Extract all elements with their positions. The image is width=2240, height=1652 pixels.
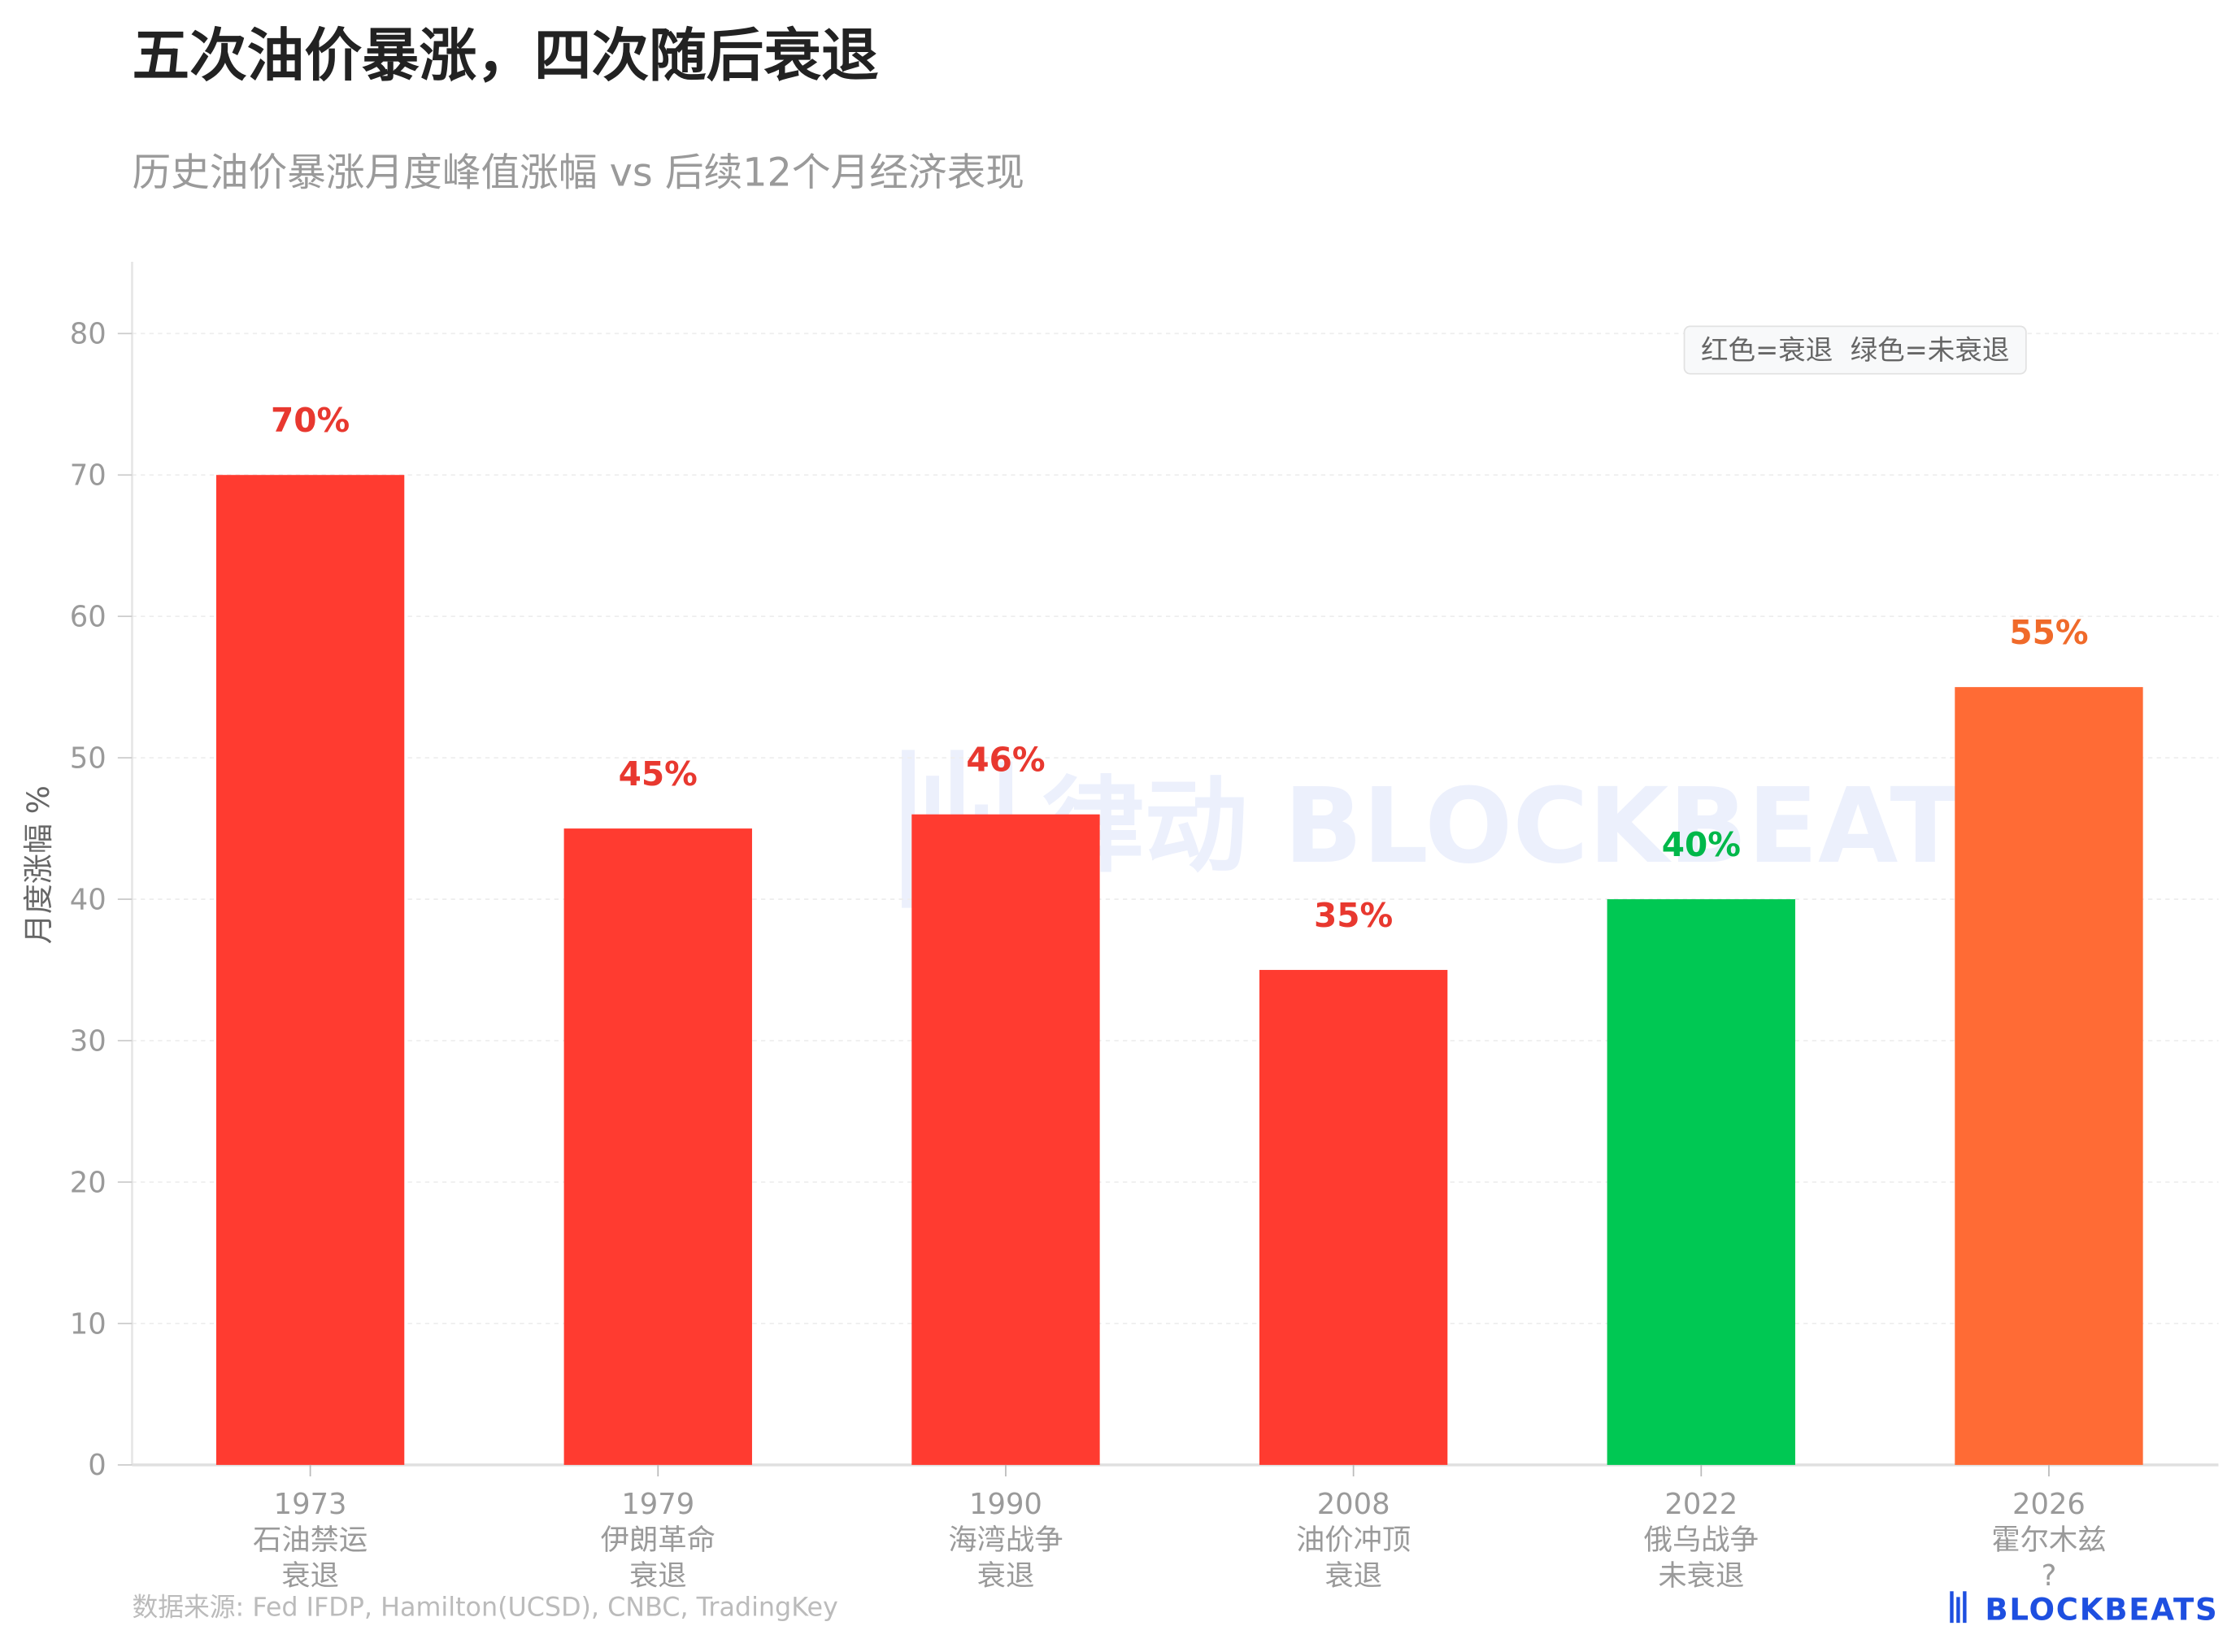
- y-tick-label: 70: [70, 459, 107, 493]
- x-tick-event: 油价冲顶: [1296, 1524, 1411, 1557]
- data-label: 35%: [1314, 896, 1393, 935]
- bar: [215, 475, 405, 1465]
- x-tick-event: 伊朗革命: [601, 1524, 715, 1557]
- y-tick-label: 10: [70, 1307, 107, 1341]
- blockbeats-logo: BLOCKBEATS: [1950, 1591, 2218, 1628]
- bar: [1955, 687, 2143, 1465]
- x-tick-outcome: 衰退: [1324, 1559, 1382, 1593]
- chart-subtitle: 历史油价暴涨月度峰值涨幅 vs 后续12个月经济表现: [132, 150, 1024, 195]
- x-tick-event: 俄乌战争: [1644, 1524, 1759, 1557]
- data-label: 40%: [1662, 825, 1741, 864]
- y-tick-label: 80: [70, 318, 107, 351]
- x-ticks: 1973石油禁运衰退1979伊朗革命衰退1990海湾战争衰退2008油价冲顶衰退…: [253, 1464, 2107, 1593]
- x-tick-outcome: 未衰退: [1658, 1559, 1744, 1593]
- y-ticks: 0 10 20 30 40 50 60 70 80: [70, 318, 133, 1482]
- logo-bars-icon: [1950, 1591, 1967, 1624]
- x-tick-year: 1979: [621, 1488, 694, 1521]
- source-note: 数据来源: Fed IFDP, Hamilton(UCSD), CNBC, Tr…: [132, 1593, 837, 1622]
- y-tick-label: 50: [70, 741, 107, 775]
- bars: [215, 475, 2143, 1465]
- bar: [911, 814, 1100, 1465]
- x-tick-year: 2026: [2012, 1488, 2086, 1521]
- x-tick-outcome: 衰退: [629, 1559, 687, 1593]
- watermark-text: 律动 BLOCKBEATS: [1041, 766, 2034, 886]
- grid: [132, 333, 2219, 1324]
- x-tick-outcome: 衰退: [977, 1559, 1035, 1593]
- data-label: 55%: [2009, 613, 2088, 652]
- y-tick-label: 30: [70, 1024, 107, 1058]
- legend-note-text: 红色=衰退 绿色=未衰退: [1701, 334, 2009, 366]
- y-tick-label: 0: [88, 1449, 106, 1482]
- data-label: 45%: [619, 754, 698, 793]
- x-tick-outcome: ?: [2042, 1559, 2057, 1593]
- x-tick-year: 2022: [1664, 1488, 1738, 1521]
- x-tick-event: 霍尔木兹: [1991, 1524, 2106, 1557]
- bar: [563, 828, 752, 1465]
- bar: [1607, 899, 1795, 1465]
- legend-note: 红色=衰退 绿色=未衰退: [1683, 325, 2027, 375]
- x-tick-year: 2008: [1317, 1488, 1390, 1521]
- bar: [1259, 970, 1448, 1465]
- y-tick-label: 20: [70, 1166, 107, 1199]
- data-label: 46%: [966, 741, 1045, 780]
- x-tick-year: 1973: [274, 1488, 347, 1521]
- data-labels: 70% 45% 46% 35% 40% 55%: [271, 401, 2089, 935]
- x-tick-event: 海湾战争: [948, 1524, 1063, 1557]
- x-tick-year: 1990: [969, 1488, 1042, 1521]
- logo-text: BLOCKBEATS: [1985, 1593, 2218, 1628]
- y-tick-label: 60: [70, 601, 107, 634]
- y-tick-label: 40: [70, 883, 107, 916]
- x-tick-outcome: 衰退: [281, 1559, 339, 1593]
- data-label: 70%: [271, 401, 350, 440]
- chart-title: 五次油价暴涨，四次随后衰退: [132, 21, 878, 89]
- x-tick-event: 石油禁运: [253, 1524, 368, 1557]
- y-axis-label: 月度涨幅 %: [21, 785, 56, 944]
